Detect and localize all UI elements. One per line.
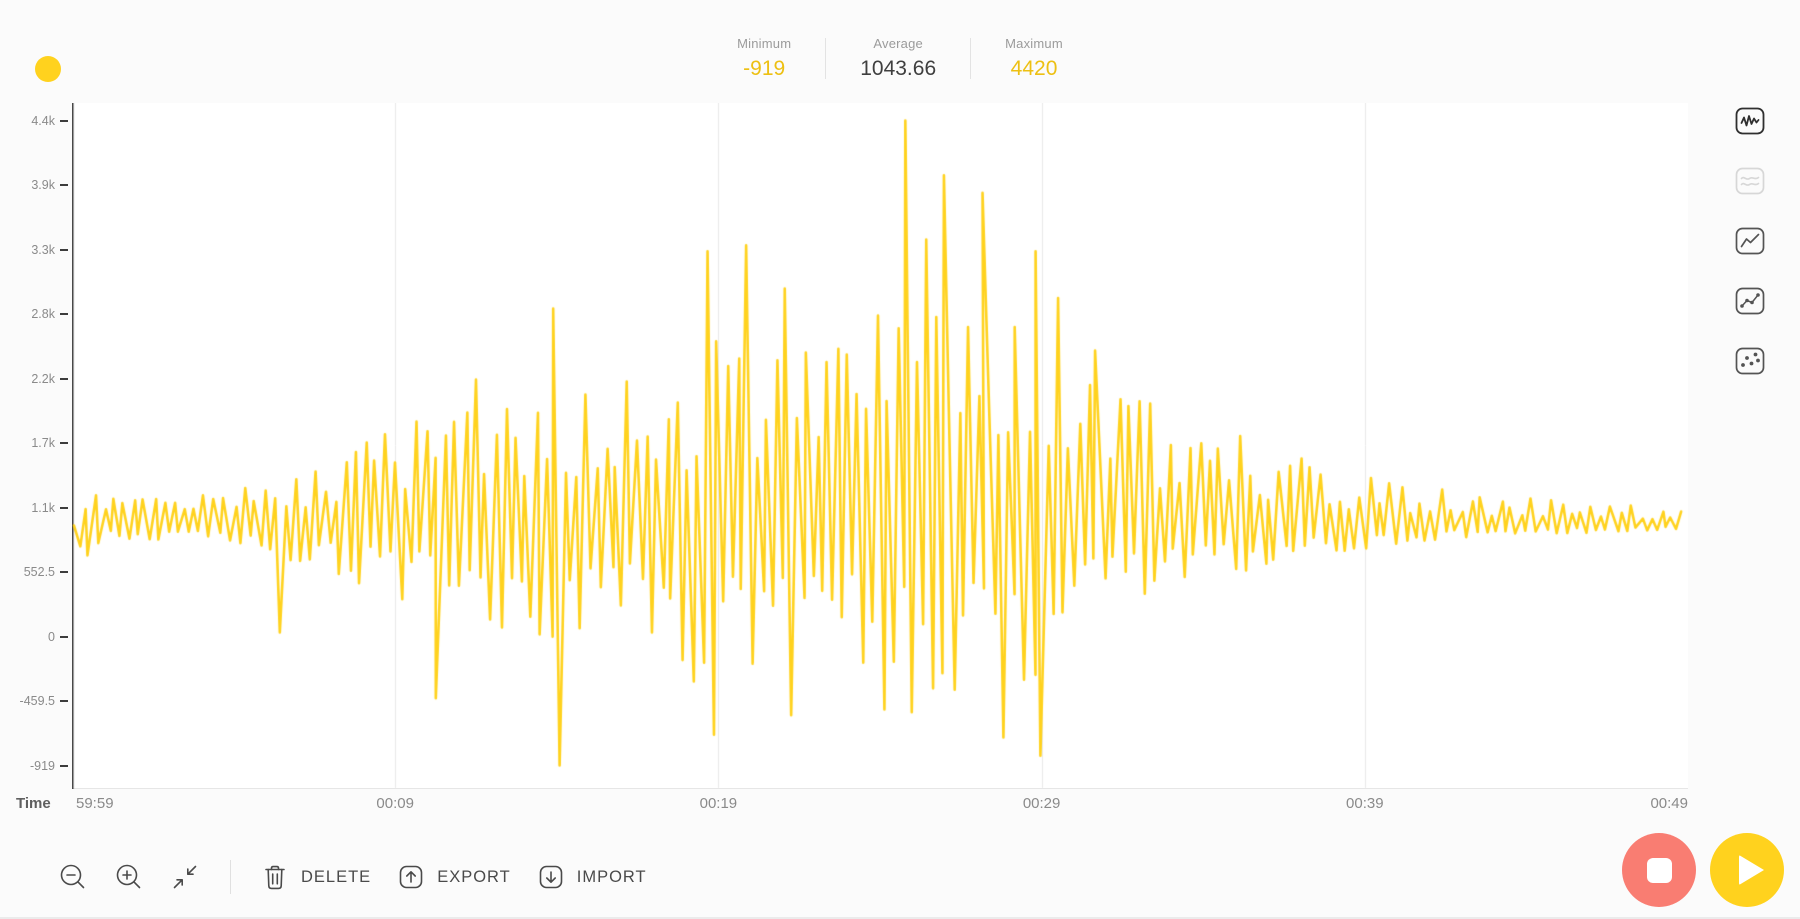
x-axis-tick-label: 00:19	[699, 795, 738, 812]
play-button[interactable]	[1710, 833, 1784, 907]
y-axis-tick-mark	[60, 700, 68, 702]
x-axis-tick-label: 59:59	[76, 795, 114, 812]
stats-header: Minimum -919 Average 1043.66 Maximum 442…	[0, 36, 1800, 81]
import-button-label: IMPORT	[576, 867, 647, 886]
line-chart-icon	[1735, 227, 1765, 255]
chart-type-rail	[1733, 104, 1767, 404]
toolbar-divider	[230, 860, 231, 894]
y-axis-tick-mark	[60, 119, 68, 122]
y-axis-tick-mark	[60, 184, 68, 186]
x-axis-tick-label: 00:49	[1650, 795, 1688, 812]
waveform-canvas[interactable]	[72, 103, 1688, 789]
x-axis-labels: 59:59 00:09 00:19 00:29 00:39 00:49	[72, 795, 1688, 813]
y-axis-tick-label: -919	[30, 759, 68, 773]
y-axis-tick-mark	[60, 764, 68, 767]
y-axis-tick-mark	[60, 506, 68, 509]
stat-divider	[825, 38, 827, 79]
chart-type-line-points-button[interactable]	[1733, 284, 1767, 318]
stat-minimum-value: -919	[743, 57, 786, 80]
import-button[interactable]: IMPORT	[537, 863, 647, 891]
y-axis-tick-label: 2.2k	[31, 372, 68, 386]
collapse-arrows-icon	[173, 865, 197, 889]
line-points-chart-icon	[1735, 287, 1765, 315]
waveform-plot-area	[72, 103, 1688, 789]
y-axis-tick-mark	[60, 635, 68, 638]
y-axis-tick-label: 1.1k	[31, 501, 68, 515]
bottom-toolbar: DELETE EXPORT IMPORT	[58, 846, 647, 908]
y-axis-tick-mark	[60, 313, 68, 315]
magnifier-minus-icon	[60, 864, 85, 889]
y-axis-tick-label: 552.5	[24, 565, 68, 579]
y-axis-tick-label: -459.5	[20, 694, 68, 708]
stat-minimum: Minimum -919	[703, 36, 825, 81]
x-axis-tick-label: 00:09	[376, 795, 414, 812]
x-axis-title: Time	[16, 795, 51, 812]
chart-type-line-button[interactable]	[1733, 224, 1767, 258]
y-axis-tick-label: 3.9k	[31, 178, 68, 192]
fit-view-button[interactable]	[170, 862, 200, 892]
zoom-in-button[interactable]	[114, 862, 144, 892]
delete-button-label: DELETE	[301, 867, 372, 886]
scatter-chart-icon	[1735, 347, 1765, 375]
y-axis-tick-label: 0	[48, 630, 68, 644]
trash-icon	[265, 865, 285, 890]
stat-minimum-label: Minimum	[737, 36, 792, 51]
y-axis-tick-mark	[60, 571, 68, 573]
chart-type-waveform-button[interactable]	[1733, 104, 1767, 138]
y-axis-tick-label: 2.8k	[31, 307, 68, 321]
stat-maximum-label: Maximum	[1005, 36, 1063, 51]
y-axis-tick-label: 3.3k	[31, 243, 68, 257]
play-triangle-icon	[1738, 855, 1764, 885]
export-button-label: EXPORT	[437, 867, 511, 886]
x-axis-tick-label: 00:39	[1346, 795, 1384, 812]
stat-average: Average 1043.66	[826, 36, 970, 81]
recording-indicator-dot[interactable]	[35, 56, 61, 82]
import-arrow-down-icon	[539, 865, 563, 889]
export-button[interactable]: EXPORT	[397, 863, 511, 891]
stat-average-value: 1043.66	[860, 57, 937, 80]
stat-divider	[970, 38, 972, 79]
chart-type-stream-button[interactable]	[1733, 164, 1767, 198]
magnifier-plus-icon	[116, 864, 141, 889]
y-axis-labels: 4.4k 3.9k 3.3k 2.8k 2.2k 1.7k 1.1k 552.5 0 -459.5…	[0, 103, 70, 789]
chart-type-scatter-button[interactable]	[1733, 344, 1767, 378]
stat-maximum-value: 4420	[1010, 57, 1058, 80]
x-axis-tick-label: 00:29	[1022, 795, 1061, 812]
y-axis-tick-mark	[60, 248, 68, 251]
waveform-chart-icon	[1735, 107, 1765, 135]
y-axis-tick-mark	[60, 442, 68, 444]
stream-chart-icon	[1735, 167, 1765, 195]
zoom-out-button[interactable]	[58, 862, 88, 892]
export-arrow-up-icon	[399, 865, 423, 889]
stop-button[interactable]	[1622, 833, 1696, 907]
y-axis-tick-mark	[60, 377, 68, 380]
stat-maximum: Maximum 4420	[971, 36, 1097, 81]
y-axis-tick-label: 4.4k	[31, 114, 68, 128]
stat-average-label: Average	[873, 36, 923, 51]
stop-square-icon	[1646, 857, 1672, 883]
y-axis-tick-label: 1.7k	[31, 436, 68, 450]
delete-button[interactable]: DELETE	[261, 862, 371, 892]
